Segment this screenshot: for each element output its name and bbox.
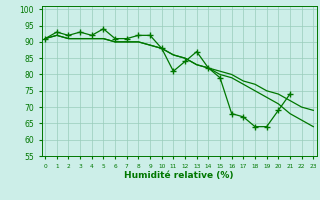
X-axis label: Humidité relative (%): Humidité relative (%) [124,171,234,180]
